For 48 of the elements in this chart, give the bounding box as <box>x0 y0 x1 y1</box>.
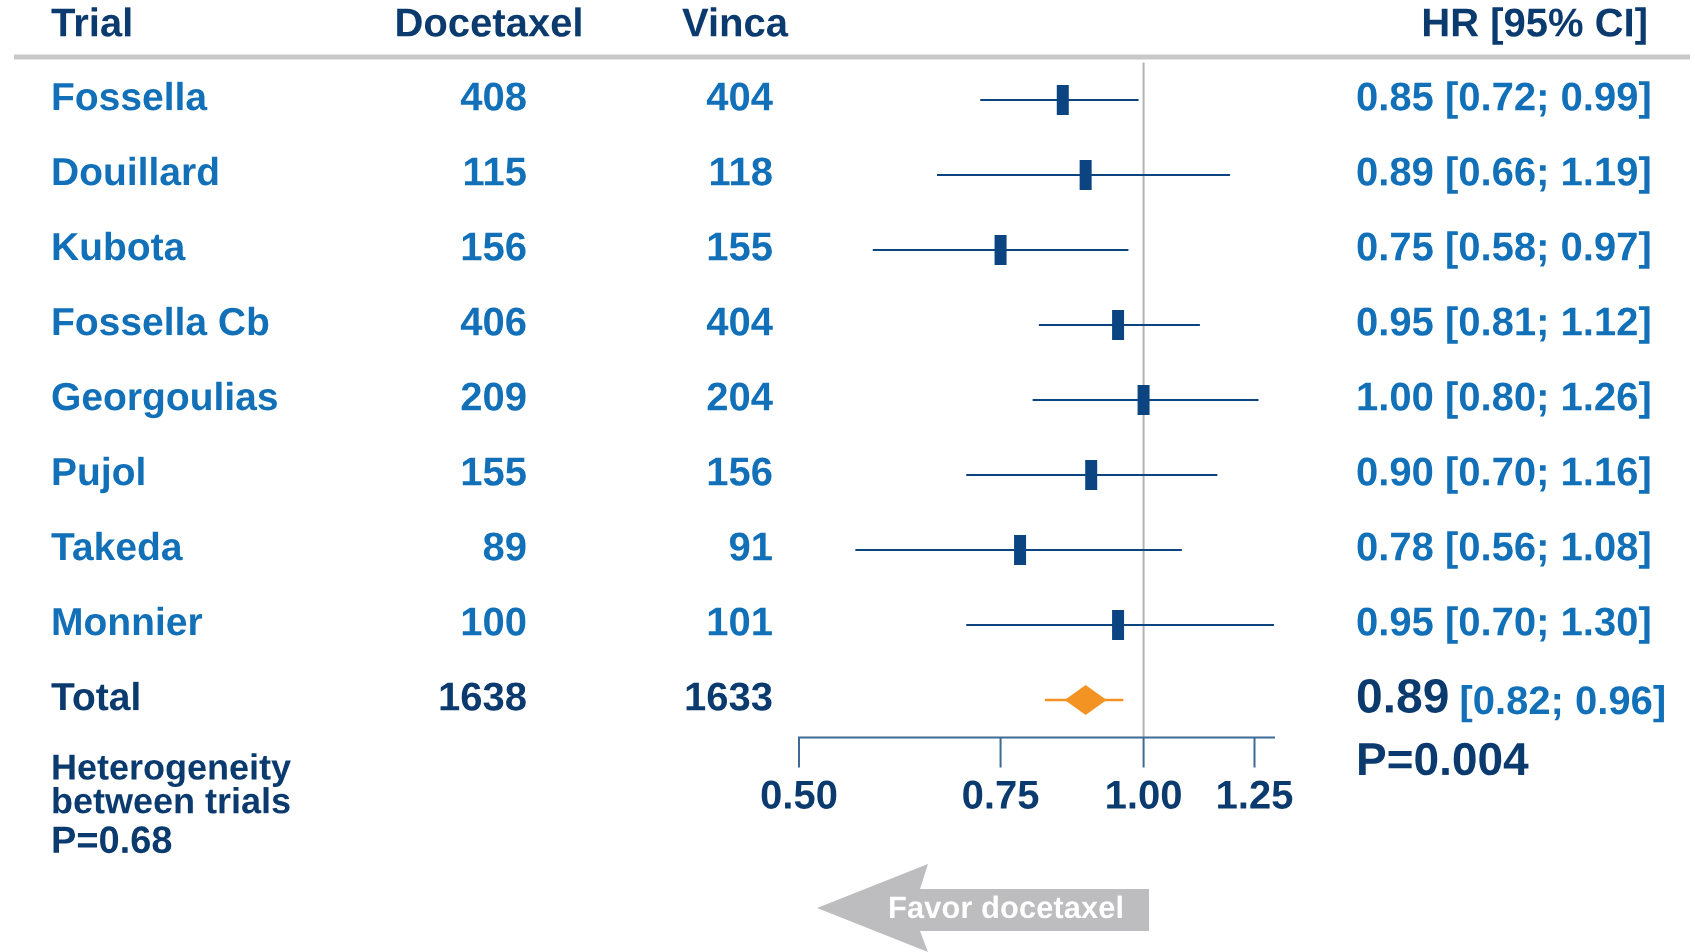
text: Heterogeneity between trials <box>53 753 291 814</box>
text: Docetaxel <box>397 7 581 37</box>
category-label: Pujol <box>53 456 144 494</box>
data-label: 115 <box>464 157 526 186</box>
data-label: 404 <box>706 307 773 336</box>
data-label: 156 <box>462 232 526 261</box>
data-label: 0.78 [0.56; 1.08] <box>1357 531 1650 569</box>
data-label: 406 <box>460 307 526 336</box>
text: P=0.004 <box>1359 742 1529 776</box>
category-label: Takeda <box>51 531 183 561</box>
data-label: 0.95 [0.81; 1.12] <box>1357 306 1650 344</box>
x-tick-label: 0.75 <box>963 780 1039 809</box>
category-label: Total <box>51 681 139 711</box>
data-label: 155 <box>708 232 772 261</box>
data-label: 0.75 [0.58; 0.97] <box>1357 231 1650 269</box>
category-label: Kubota <box>53 231 186 261</box>
category-label: Fossella Cb <box>53 306 269 336</box>
text: Trial <box>51 7 131 37</box>
data-label: 204 <box>707 382 773 411</box>
x-tick-label: 1.25 <box>1218 780 1293 809</box>
x-tick-label: 0.50 <box>761 780 837 809</box>
data-label: 0.85 [0.72; 0.99] <box>1357 81 1650 119</box>
data-label: 155 <box>462 457 526 486</box>
category-label: Fossella <box>53 81 208 111</box>
data-label: 1633 <box>686 682 772 711</box>
data-label: 100 <box>462 607 526 636</box>
text: HR [95% CI] <box>1423 7 1646 45</box>
data-label: 1.00 [0.80; 1.26] <box>1358 381 1650 419</box>
category-label: Georgoulias <box>52 381 277 419</box>
data-label: 89 <box>483 532 526 561</box>
data-label: 91 <box>729 532 772 561</box>
data-label: 0.89 [0.66; 1.19] <box>1357 156 1650 194</box>
data-label: 156 <box>708 457 772 486</box>
data-label: 408 <box>460 82 526 111</box>
data-label: 1638 <box>440 682 526 711</box>
data-label: 0.95 [0.70; 1.30] <box>1357 606 1650 644</box>
data-label: 404 <box>706 82 773 111</box>
text: 0.89 [0.82; 0.96] <box>1357 678 1664 723</box>
data-label: 209 <box>461 382 526 411</box>
data-label: 101 <box>708 607 772 636</box>
category-label: Douillard <box>53 156 218 186</box>
data-label: 118 <box>710 157 772 186</box>
text: Favor docetaxel <box>890 895 1122 919</box>
data-label: 0.90 [0.70; 1.16] <box>1357 456 1650 494</box>
text: P=0.68 <box>53 826 172 854</box>
x-tick-label: 1.00 <box>1107 780 1181 809</box>
text: Vinca <box>682 7 789 37</box>
category-label: Monnier <box>53 606 203 636</box>
